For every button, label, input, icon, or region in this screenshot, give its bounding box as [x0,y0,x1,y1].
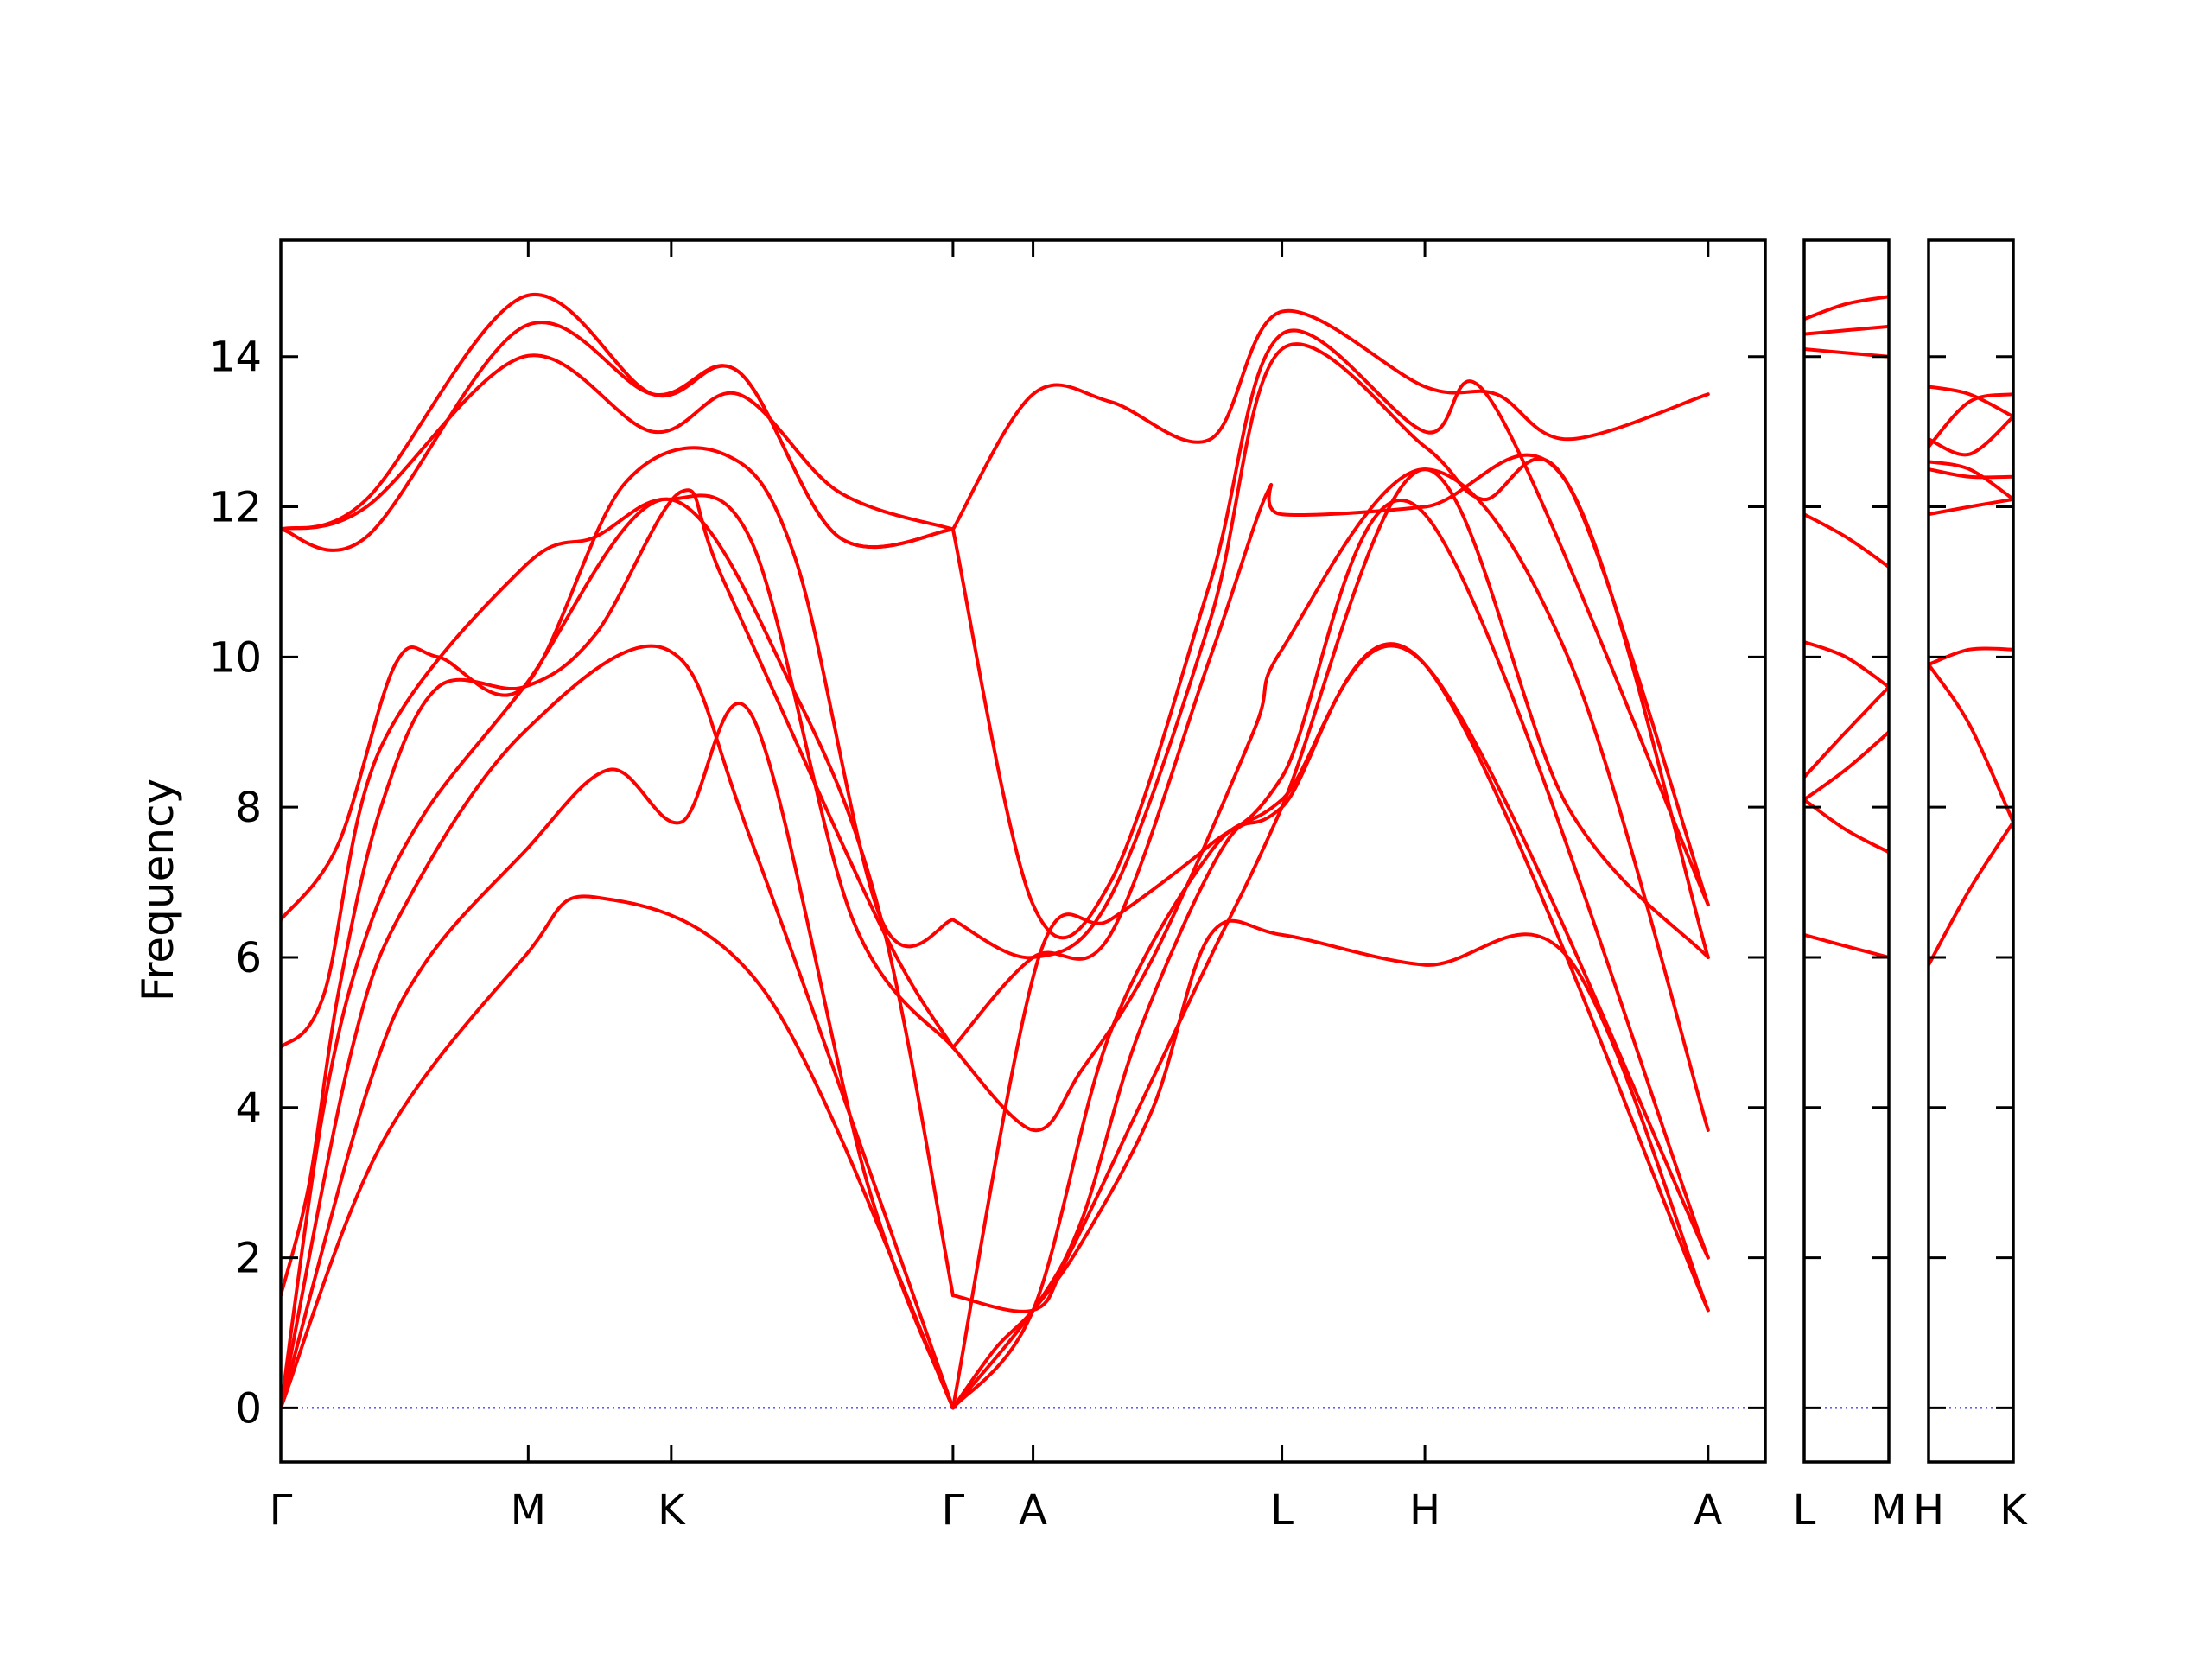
x-tick-label: A [1694,1486,1722,1535]
phonon-band [1929,415,2013,457]
bands-panel-2 [1929,385,2013,967]
y-tick-label: 0 [235,1384,262,1433]
phonon-band [281,894,955,1410]
y-tick-label: 4 [235,1084,262,1133]
phonon-band [1929,663,2013,824]
phonon-band [1804,295,1889,321]
phonon-band [950,642,1710,1410]
x-tick-label: M [511,1486,546,1535]
phonon-band [1929,467,2013,480]
phonon-band [281,321,955,552]
panel-frame [1802,238,1891,1464]
phonon-band [1804,730,1889,802]
phonon-band [950,467,1710,1133]
y-tick-label: 8 [235,784,262,832]
panel-frame [279,238,1767,1464]
y-axis-label: Frequency [133,779,183,1001]
x-tick-label: H [1409,1486,1440,1535]
phonon-band [1804,512,1889,569]
phonon-band [1929,820,2013,967]
phonon-band [950,499,1710,1410]
phonon-band [1804,640,1889,690]
phonon-band [281,488,955,1298]
y-tick-label: 6 [235,934,262,982]
phonon-band [950,342,1710,960]
bands-panel-1 [1804,295,1889,959]
y-tick-label: 10 [209,633,262,682]
bands-panel-0 [281,292,1710,1410]
phonon-band [281,493,955,1050]
x-tick-label: Γ [270,1486,293,1535]
y-tick-label: 2 [235,1235,262,1283]
panel-0: Γ M K Γ A L H A 0 2 4 6 8 10 12 14 [209,238,1767,1535]
phonon-band [1929,497,2013,517]
phonon-band [1929,646,2013,666]
y-tick-label: 14 [209,334,262,382]
phonon-band [950,308,1710,531]
phonon-band [1804,324,1889,336]
phonon-band [281,292,955,550]
x-tick-label: H [1913,1486,1944,1535]
x-tick-label: M [1871,1486,1906,1535]
x-tick-label: L [1793,1486,1816,1535]
phonon-band [281,446,955,949]
x-tick-label: K [658,1486,686,1535]
x-tick-label: A [1019,1486,1047,1535]
x-tick-label: K [1999,1486,2028,1535]
phonon-band [1929,460,2013,501]
phonon-band [1929,392,2013,448]
x-tick-label: L [1270,1486,1294,1535]
phonon-band [950,328,1710,940]
phonon-band [281,353,955,531]
x-tick-label: Γ [942,1486,965,1535]
phonon-band [1804,932,1889,959]
panel-frame [1927,238,2015,1464]
phonon-band [281,644,955,1410]
phonon-band [1804,685,1889,779]
phonon-band [1929,385,2013,419]
y-tick-label: 12 [209,484,262,532]
phonon-band [950,467,1710,1313]
